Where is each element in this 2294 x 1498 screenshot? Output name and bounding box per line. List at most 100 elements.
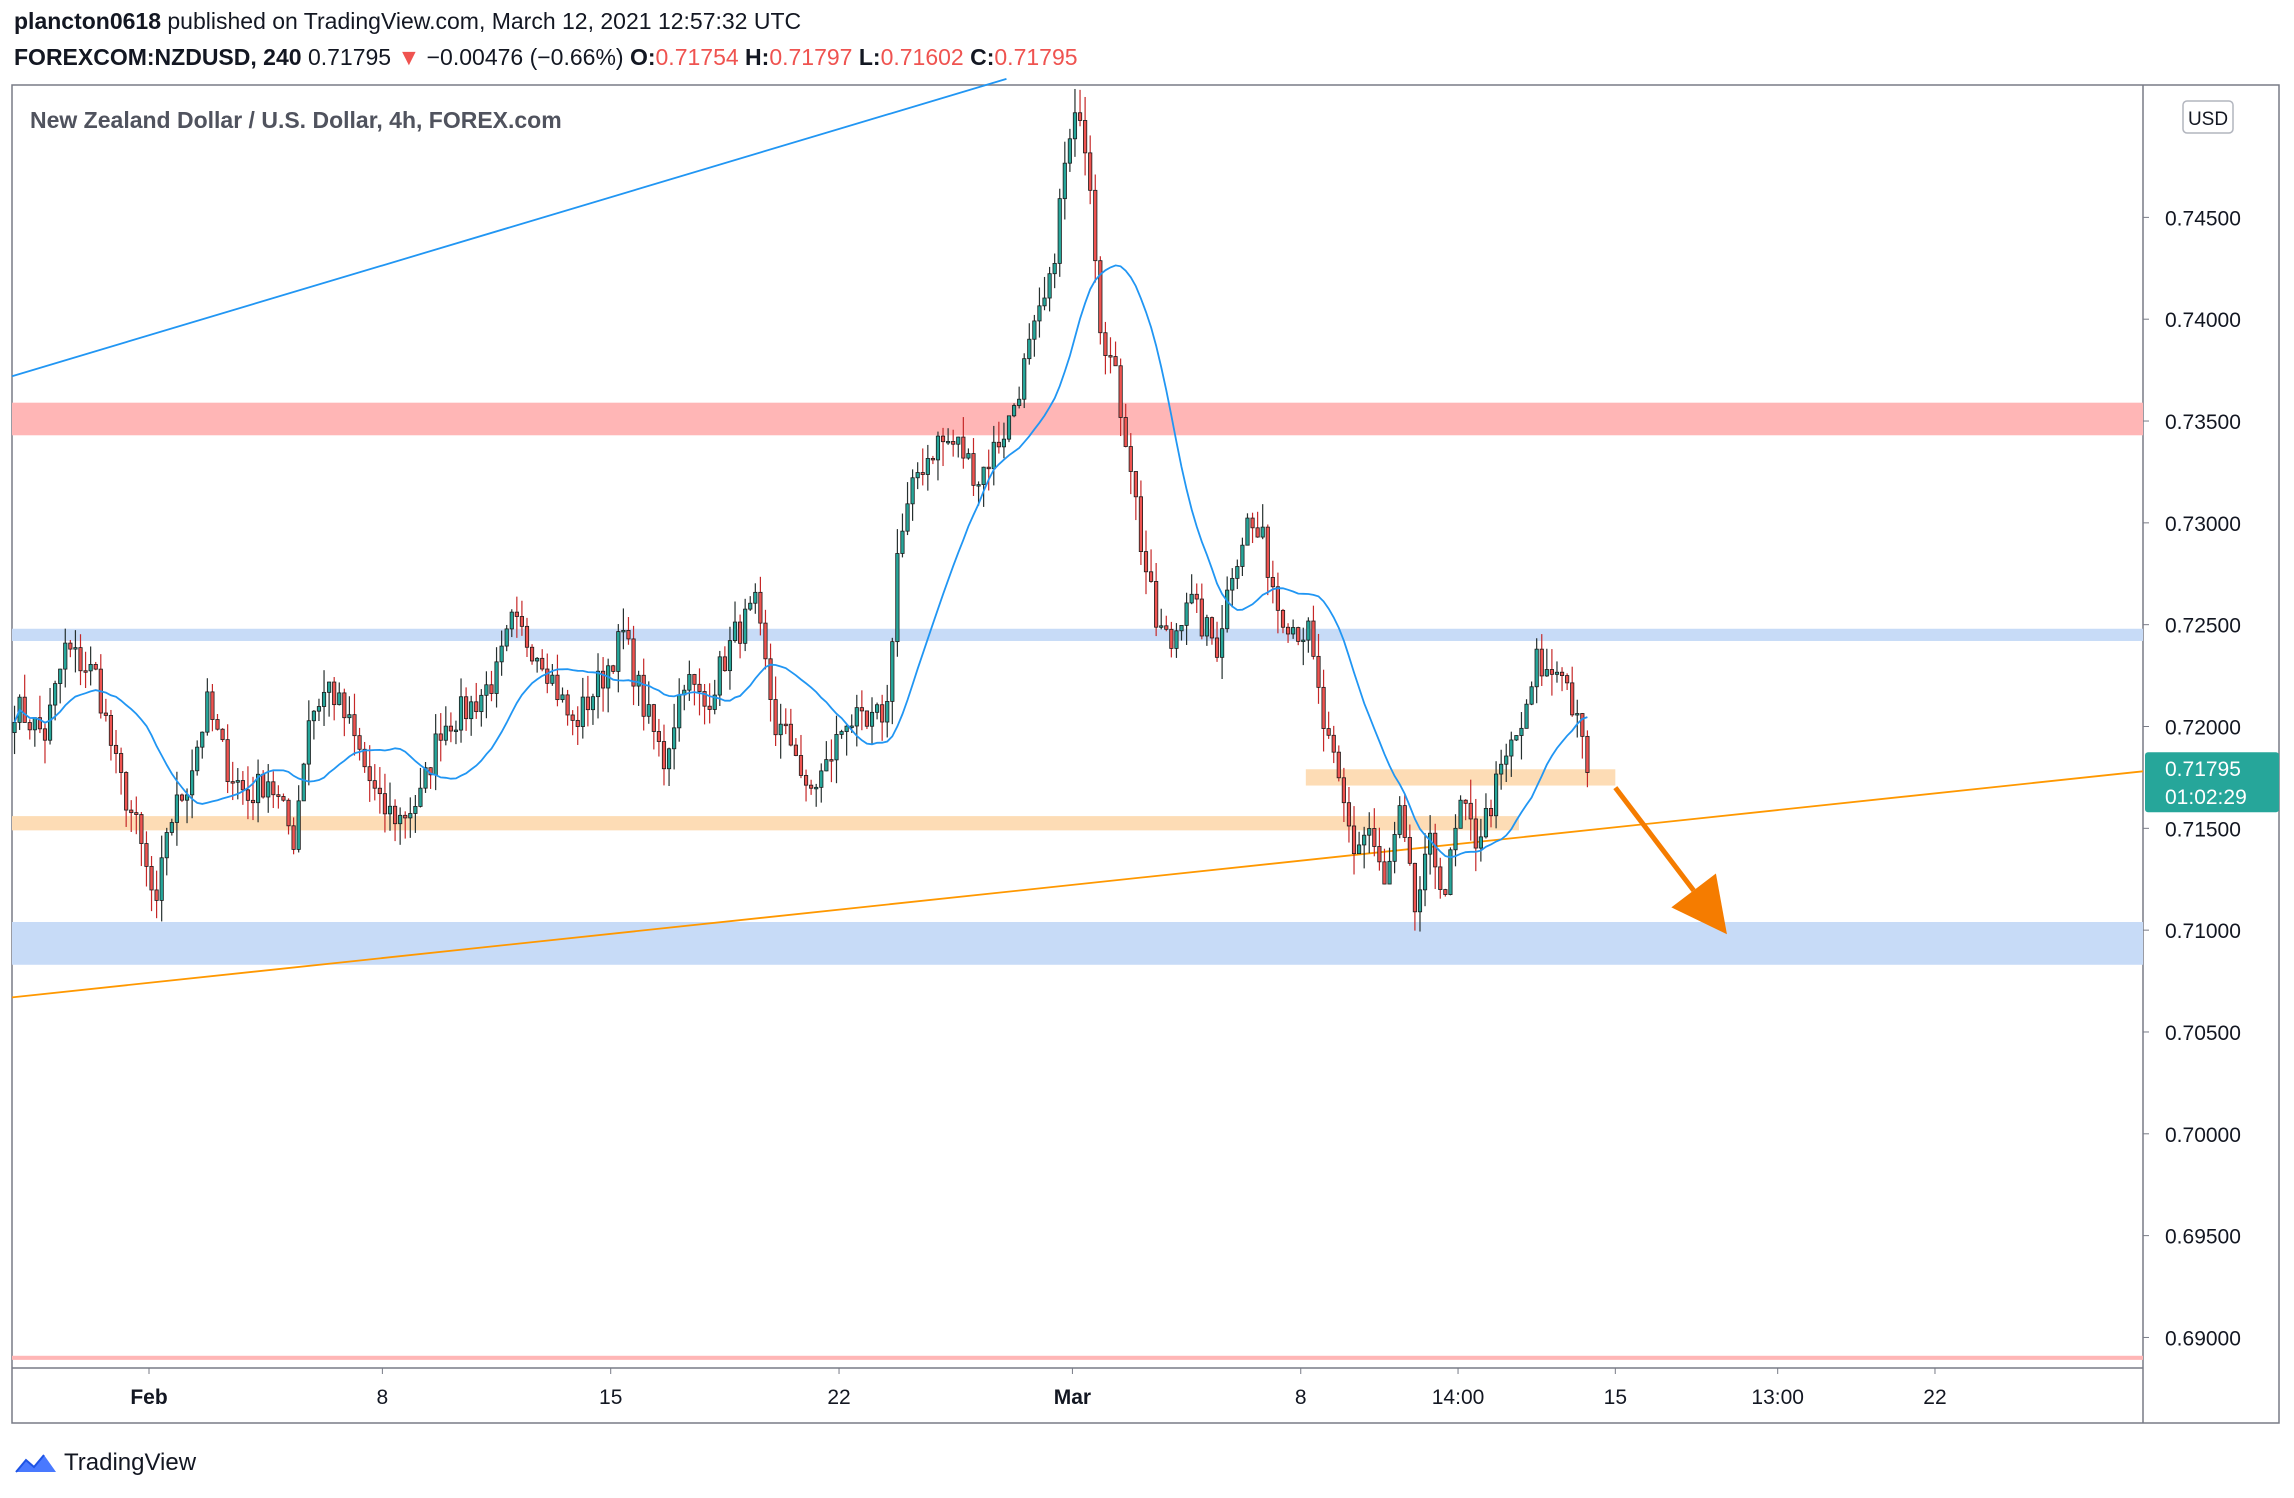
candle	[1123, 403, 1128, 448]
candle-body-up	[595, 670, 601, 698]
candle	[1291, 619, 1296, 639]
candle	[342, 688, 347, 737]
candle-body-down	[773, 699, 778, 736]
candle	[864, 710, 870, 730]
candle-body-up	[1179, 624, 1184, 632]
candle	[276, 785, 281, 809]
candle-body-down	[1488, 808, 1494, 817]
candle	[1088, 135, 1093, 205]
candle	[1306, 617, 1311, 653]
candle-body-up	[1392, 834, 1397, 862]
candle-body-down	[357, 735, 362, 750]
footer-brand[interactable]: TradingView	[14, 1449, 196, 1477]
low-label: L:	[858, 44, 881, 70]
candle	[702, 684, 707, 725]
candle	[190, 749, 195, 819]
candle	[1275, 572, 1280, 634]
candle-body-up	[398, 814, 403, 825]
candle	[971, 438, 976, 496]
candle	[1504, 743, 1509, 782]
candle	[1037, 287, 1042, 338]
candle-body-down	[220, 728, 225, 741]
zone-orange-support	[12, 816, 1519, 831]
currency-badge[interactable]: USD	[2182, 100, 2234, 134]
candle-body-down	[134, 812, 139, 815]
candle-body-up	[646, 704, 651, 717]
zone-red-bottom	[12, 1355, 2143, 1360]
candle-body-up	[443, 725, 448, 741]
candle-body-down	[489, 684, 494, 694]
target-arrow-icon	[1613, 786, 1727, 935]
candle	[1032, 314, 1037, 357]
orange-trendline	[11, 770, 2144, 999]
candle-body-down	[1250, 517, 1255, 529]
zone-resistance-red	[12, 402, 2143, 436]
candle-body-down	[1559, 671, 1565, 676]
candle	[565, 689, 570, 726]
candle-body-down	[575, 719, 580, 727]
candle-body-down	[1311, 620, 1316, 657]
publisher-name[interactable]: plancton0618	[14, 8, 161, 34]
candle-body-down	[971, 453, 976, 486]
price-axis[interactable]: 0.69000 0.69500 0.70000 0.70500 0.71000 0.715…	[2143, 207, 2279, 1350]
candle-body-up	[1047, 273, 1052, 299]
candle-body-down	[382, 793, 387, 815]
candle	[1067, 128, 1072, 172]
candle	[113, 729, 119, 774]
candle	[636, 670, 641, 706]
time-axis[interactable]: Feb 8 15 22 Mar 8 14:00 15 13:00 22	[130, 1368, 1947, 1409]
candle-body-down	[1316, 655, 1321, 688]
candle	[443, 706, 448, 746]
low-value: 0.71602	[880, 44, 964, 70]
candle-body-up	[910, 477, 915, 505]
candle	[68, 639, 73, 658]
candle	[1468, 779, 1473, 841]
candle	[108, 709, 114, 761]
candle	[504, 624, 509, 652]
candle-body-up	[621, 629, 626, 633]
candle-body-up	[347, 714, 352, 719]
candle	[1062, 141, 1067, 220]
candle-body-up	[976, 484, 981, 487]
candle	[1108, 337, 1113, 374]
candle-body-up	[616, 631, 621, 672]
candle	[900, 513, 905, 558]
candle-body-up	[453, 729, 459, 732]
candle	[1488, 799, 1494, 828]
candle	[1220, 605, 1225, 679]
candle	[1174, 623, 1179, 658]
candle	[1214, 621, 1220, 662]
candle	[149, 856, 154, 912]
candle	[753, 583, 758, 614]
candle-body-down	[403, 814, 408, 819]
candle-body-up	[1037, 305, 1042, 322]
last-price: 0.71795	[307, 44, 392, 70]
candle	[174, 771, 179, 846]
candle	[1585, 730, 1590, 788]
candle-body-down	[514, 611, 519, 617]
candle	[1296, 626, 1301, 646]
candle-body-down	[697, 683, 702, 692]
candle-body-down	[1098, 260, 1103, 334]
candle	[464, 687, 469, 731]
candle-body-up	[905, 503, 910, 532]
candle	[606, 658, 611, 713]
candle	[220, 728, 225, 742]
candle-body-up	[1397, 805, 1402, 835]
candle-body-down	[809, 784, 814, 789]
candle-body-down	[1468, 802, 1473, 820]
candle	[32, 717, 37, 747]
candle-body-up	[535, 657, 540, 662]
candle	[1017, 386, 1022, 409]
candle	[37, 695, 42, 734]
candle	[1270, 560, 1275, 604]
candle-body-up	[966, 453, 971, 459]
candle-body-up	[1006, 415, 1012, 440]
candle-body-up	[499, 645, 504, 663]
symbol-label: FOREXCOM:NZDUSD, 240	[14, 44, 302, 70]
candle-body-down	[738, 621, 743, 644]
candle	[1458, 795, 1463, 829]
candle-body-up	[195, 746, 200, 772]
candle-body-up	[433, 733, 438, 776]
